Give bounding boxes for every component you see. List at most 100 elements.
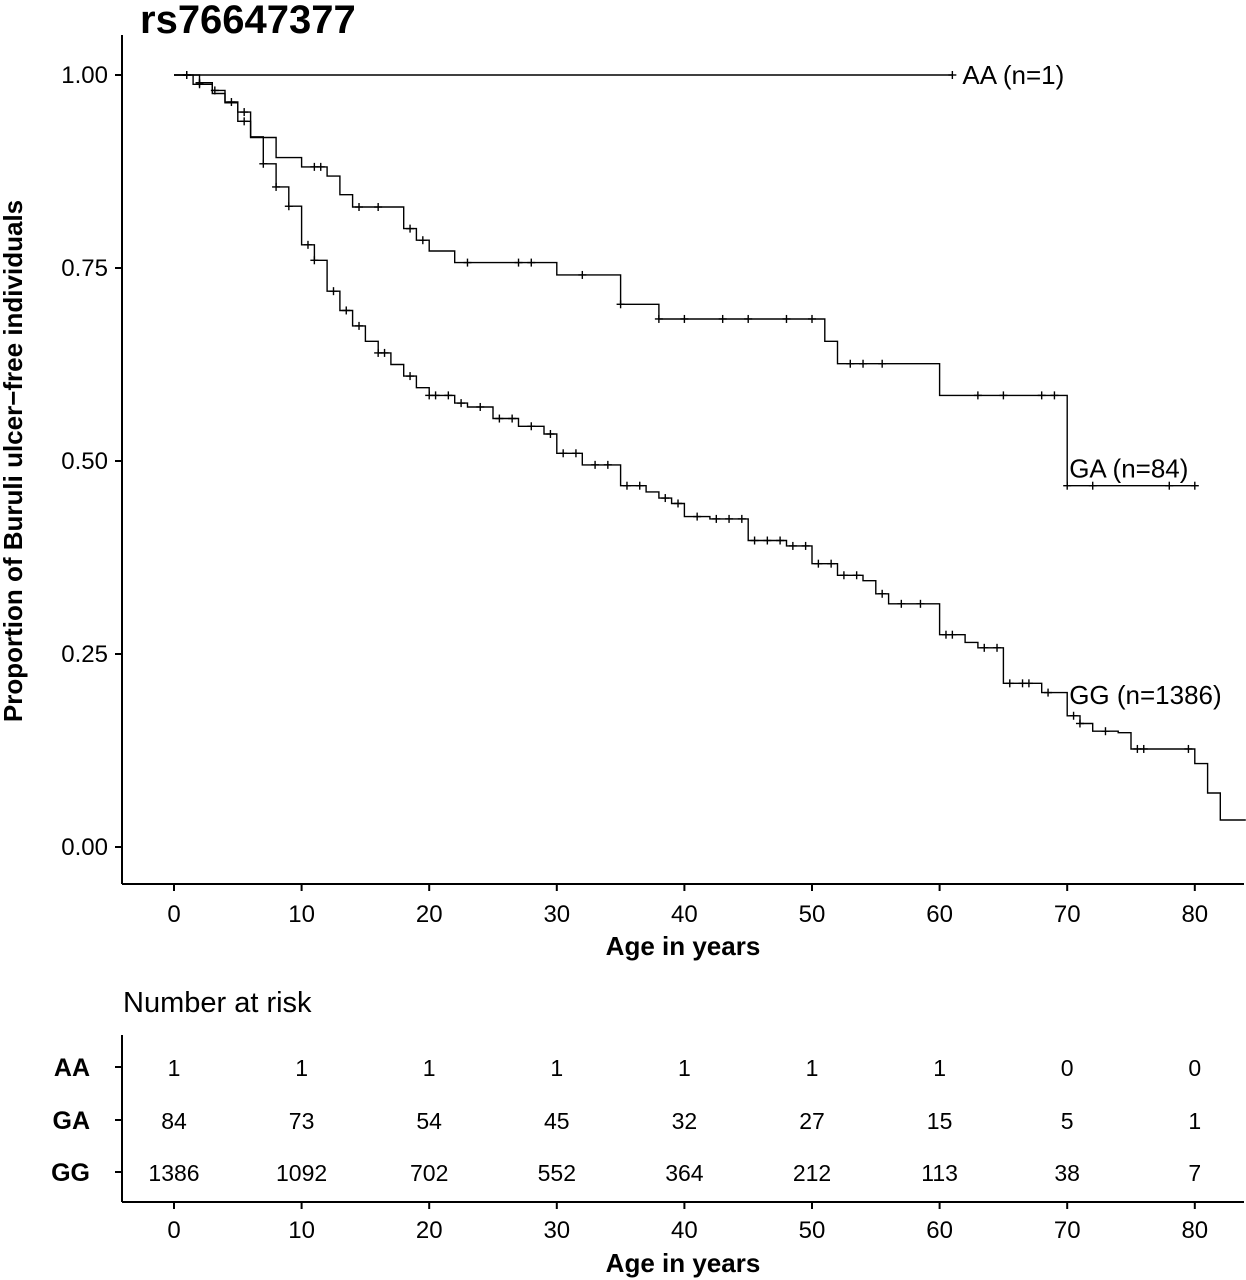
y-tick-label: 0.75 [61,255,108,282]
censor-mark-gg [355,321,364,330]
censor-mark-gg [916,599,925,608]
risk-cell: 0 [1188,1055,1201,1081]
censor-mark-ga [973,391,982,400]
censor-mark-ga [578,270,587,279]
x-tick-label: 40 [671,901,698,928]
censor-mark-gg [1101,727,1110,736]
censor-mark-gg [571,449,580,458]
censor-mark-gg [272,182,281,191]
censor-mark-gg [801,541,810,550]
risk-table-title: Number at risk [123,987,312,1019]
risk-cell: 113 [921,1160,958,1186]
censor-mark-gg [329,287,338,296]
chart-title: rs76647377 [140,0,356,42]
risk-cell: 15 [927,1108,953,1134]
censor-mark-gg [559,449,568,458]
censor-mark-ga [808,314,816,323]
risk-cell: 0 [1061,1055,1074,1081]
curve-label-aa: AA (n=1) [962,60,1064,90]
risk-x-tick-label: 80 [1181,1217,1208,1244]
risk-cell: 1 [550,1055,563,1081]
censor-mark-ga [744,314,753,323]
risk-x-tick-label: 40 [671,1217,698,1244]
censor-mark-gg [508,414,517,423]
censor-mark-ga [680,314,689,323]
censor-mark-ga [616,300,625,309]
censor-mark-gg [712,514,721,523]
censor-mark-gg [444,391,453,400]
risk-cell: 364 [665,1160,704,1186]
risk-cell: 38 [1054,1160,1080,1186]
censor-mark-gg [674,499,683,508]
risk-cell: 54 [416,1108,442,1134]
y-tick-label: 0.25 [61,641,108,668]
censor-mark-gg [776,536,785,545]
censor-mark-ga [1190,481,1199,490]
censor-mark-gg [980,643,989,652]
risk-row-label-aa: AA [54,1054,90,1082]
censor-mark-ga [654,314,663,323]
y-tick-label: 0.50 [61,448,108,475]
censor-mark-gg [635,481,644,490]
censor-mark-ga [1063,481,1072,490]
x-tick-label: 60 [926,901,953,928]
censor-mark-gg [750,536,759,545]
censor-mark-gg [457,399,466,408]
censor-mark-gg [897,599,906,608]
censor-mark-gg [1005,679,1014,688]
censor-mark-gg [380,348,389,357]
censor-mark-gg [310,256,319,265]
risk-cell: 1092 [276,1160,327,1186]
risk-cell: 1 [806,1055,819,1081]
censor-mark-gg [725,514,734,523]
censor-mark-gg [259,159,268,168]
risk-x-tick-label: 10 [288,1217,315,1244]
censor-mark-ga [1088,481,1097,490]
x-tick-label: 0 [167,901,180,928]
risk-cell: 5 [1061,1108,1074,1134]
x-tick-label: 70 [1054,901,1081,928]
curve-label-ga: GA (n=84) [1069,454,1188,484]
censor-mark-gg [476,402,485,411]
censor-mark-gg [737,514,746,523]
censor-mark-gg [1044,688,1053,697]
censor-mark-gg [878,589,887,598]
risk-x-tick-label: 70 [1054,1217,1081,1244]
censor-mark-ga [374,203,383,212]
censor-mark-gg [852,571,861,580]
censor-mark-ga [240,108,249,117]
censor-mark-gg [788,541,797,550]
censor-mark-gg [240,117,249,126]
risk-table: AA 1 1 1 1 1 1 1 0 0GA 84 73 54 45 32 27 15 5 1GG 1386 1092 7… [51,1035,1244,1244]
censor-mark-gg [303,240,312,249]
censor-mark-gg [546,429,555,438]
x-tick-label: 20 [416,901,443,928]
censor-mark-gg [993,643,1002,652]
survival-curves [174,74,1246,821]
censor-mark-gg [814,559,823,568]
censor-mark-ga [846,359,855,368]
curve-labels: AA (n=1) GA (n=84) GG (n=1386) [962,60,1221,710]
risk-cell: 1 [1188,1108,1201,1134]
censor-mark-ga [1050,391,1059,400]
censor-mark-gg [342,306,351,315]
censor-mark-gg [1184,744,1193,753]
censor-mark-gg [1139,744,1148,753]
risk-cell: 27 [799,1108,825,1134]
censor-mark-ga [878,359,887,368]
censor-mark-ga [718,314,727,323]
x-tick-label: 80 [1181,901,1208,928]
censor-mark-gg [495,414,504,423]
risk-x-tick-label: 0 [167,1217,180,1244]
censor-mark-gg [763,536,772,545]
censor-mark-gg [284,202,293,211]
censor-mark-gg [591,460,600,469]
censor-mark-gg [603,460,612,469]
risk-x-tick-label: 60 [926,1217,953,1244]
risk-cell: 84 [161,1108,187,1134]
risk-row-label-gg: GG [51,1159,90,1187]
y-tick-label: 0.00 [61,834,108,861]
risk-cell: 73 [289,1108,315,1134]
censor-mark-ga [782,314,791,323]
